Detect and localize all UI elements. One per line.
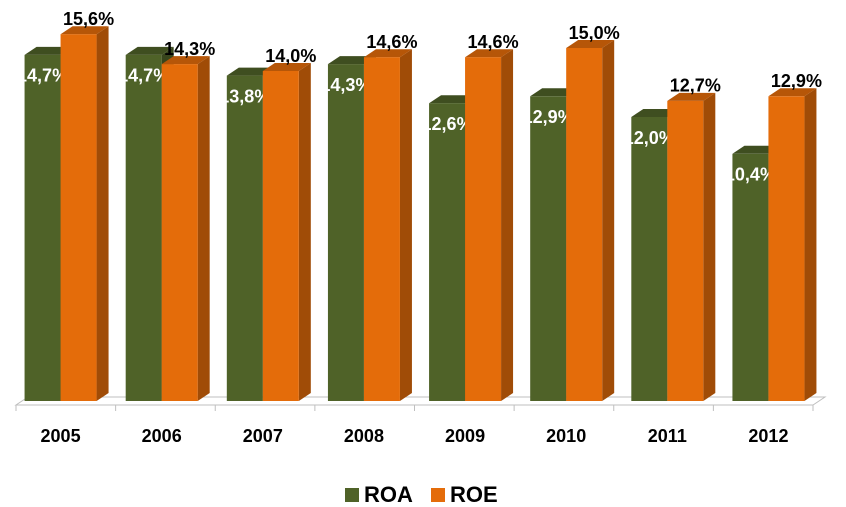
bar-top — [566, 40, 615, 48]
bar-side — [804, 88, 817, 402]
bar — [667, 92, 716, 402]
bar-top — [667, 92, 716, 101]
x-tick-label: 2009 — [445, 426, 485, 446]
bar-side — [399, 49, 412, 401]
bar-front — [161, 64, 198, 401]
legend-label: ROE — [450, 482, 498, 507]
bar — [262, 63, 311, 401]
bar-side — [602, 40, 615, 401]
bar-top — [465, 49, 514, 58]
bar-top — [125, 46, 174, 55]
legend-swatch — [431, 488, 445, 502]
x-tick-label: 2005 — [41, 426, 81, 446]
bar-front — [327, 64, 364, 401]
bar-top — [60, 26, 109, 35]
bar-front — [667, 100, 704, 402]
bar-front — [262, 71, 299, 401]
data-label: 14,0% — [265, 46, 316, 66]
bar-front — [631, 117, 668, 401]
bar-side — [298, 63, 311, 401]
data-label: 12,9% — [523, 107, 574, 127]
bar-front — [768, 96, 805, 402]
bar-top — [363, 49, 412, 58]
x-tick-label: 2008 — [344, 426, 384, 446]
bar — [465, 49, 514, 401]
bar-top — [768, 88, 817, 97]
x-tick-label: 2011 — [648, 426, 687, 446]
bar — [161, 56, 210, 401]
bar-front — [530, 96, 567, 402]
bar-front — [566, 48, 603, 401]
data-label: 14,7% — [118, 66, 169, 86]
data-label: 12,7% — [670, 76, 721, 96]
bar-side — [703, 92, 716, 402]
x-tick-label: 2007 — [243, 426, 283, 446]
bar-front — [226, 75, 263, 401]
bar — [768, 88, 817, 402]
x-tick-label: 2012 — [748, 426, 788, 446]
x-tick-label: 2010 — [546, 426, 586, 446]
bar-side — [96, 26, 109, 401]
bar-front — [363, 57, 400, 401]
data-label: 14,6% — [366, 32, 417, 52]
bar-front — [429, 103, 466, 401]
data-label: 14,3% — [164, 39, 215, 59]
legend-swatch — [345, 488, 359, 502]
bar — [363, 49, 412, 401]
data-label: 12,9% — [771, 71, 822, 91]
bar-front — [465, 57, 502, 401]
bar-front — [125, 54, 162, 402]
bar-top — [262, 63, 311, 71]
bar-front — [60, 34, 97, 401]
data-label: 12,6% — [422, 114, 473, 134]
data-label: 15,0% — [569, 23, 620, 43]
data-label: 10,4% — [725, 165, 776, 185]
x-tick-label: 2006 — [142, 426, 182, 446]
bar-top — [161, 56, 210, 65]
data-label: 14,7% — [17, 66, 68, 86]
bar-side — [197, 56, 210, 401]
bar-front — [732, 153, 769, 401]
bar-front — [24, 54, 61, 402]
data-label: 13,8% — [219, 86, 270, 106]
data-label: 14,6% — [468, 32, 519, 52]
data-label: 15,6% — [63, 9, 114, 29]
floor — [14, 396, 827, 406]
bar — [60, 26, 109, 401]
data-label: 12,0% — [624, 128, 675, 148]
bar-side — [501, 49, 514, 401]
legend-label: ROA — [364, 482, 413, 507]
data-label: 14,3% — [320, 75, 371, 95]
bar — [566, 40, 615, 401]
